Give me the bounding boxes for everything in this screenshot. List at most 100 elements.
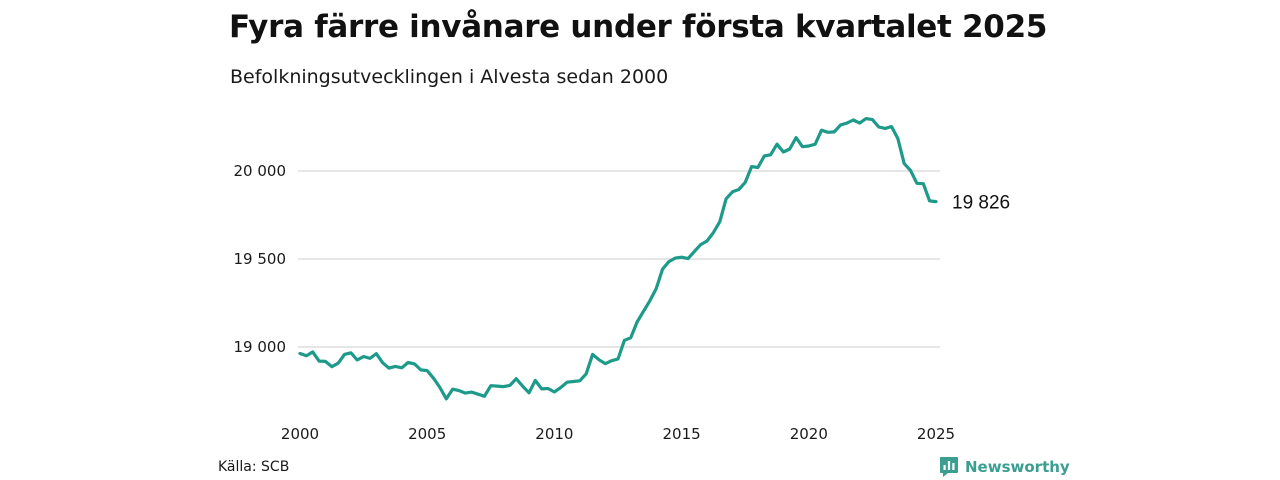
gridlines (298, 170, 940, 348)
data-point (852, 118, 855, 121)
data-point (775, 143, 778, 146)
y-tick-label: 19 000 (234, 338, 287, 356)
data-point (782, 150, 785, 153)
data-point (337, 362, 340, 365)
bar-chart-icon (939, 456, 959, 478)
y-tick-label: 19 500 (234, 250, 287, 268)
data-point (712, 231, 715, 234)
data-point (655, 287, 658, 290)
data-point (725, 197, 728, 200)
data-point (343, 353, 346, 356)
data-point (642, 310, 645, 313)
data-point (330, 365, 333, 368)
x-tick-label: 2000 (281, 425, 319, 443)
data-point (661, 268, 664, 271)
data-point (324, 360, 327, 363)
x-axis: 2000 2005 2010 2015 2020 2025 (281, 425, 955, 443)
data-point (674, 257, 677, 260)
data-point (559, 386, 562, 389)
data-point (934, 200, 937, 203)
data-point (667, 260, 670, 263)
data-point (502, 385, 505, 388)
data-point (298, 352, 301, 355)
data-point (909, 169, 912, 172)
data-point (845, 122, 848, 125)
data-point (718, 220, 721, 223)
label-layer: 19 826 (952, 193, 1010, 214)
data-point (451, 388, 454, 391)
data-point (750, 165, 753, 168)
data-point (890, 125, 893, 128)
data-point (928, 199, 931, 202)
data-point (597, 358, 600, 361)
data-point (833, 130, 836, 133)
data-point (521, 385, 524, 388)
data-point (604, 362, 607, 365)
data-point (394, 365, 397, 368)
data-point (349, 351, 352, 354)
data-point (705, 239, 708, 242)
data-point (858, 122, 861, 125)
data-point (572, 380, 575, 383)
data-point (896, 137, 899, 140)
data-point (400, 366, 403, 369)
data-point (489, 384, 492, 387)
data-point (578, 379, 581, 382)
data-point (807, 144, 810, 147)
data-point (375, 352, 378, 355)
data-point (508, 384, 511, 387)
data-point (629, 336, 632, 339)
data-point (903, 162, 906, 165)
data-point (795, 136, 798, 139)
newsworthy-logo[interactable]: Newsworthy (939, 456, 1070, 478)
source-note: Källa: SCB (218, 459, 290, 475)
x-tick-label: 2005 (408, 425, 446, 443)
data-point (381, 361, 384, 364)
data-point (922, 182, 925, 185)
data-point (686, 257, 689, 260)
data-point (737, 188, 740, 191)
data-point (413, 362, 416, 365)
y-axis: 19 000 19 500 20 000 (234, 162, 287, 356)
data-point (311, 350, 314, 353)
data-point (540, 387, 543, 390)
data-point (915, 182, 918, 185)
data-point (362, 355, 365, 358)
y-tick-label: 20 000 (234, 162, 287, 180)
data-point (623, 339, 626, 342)
data-point (814, 143, 817, 146)
data-point (546, 387, 549, 390)
data-point (839, 123, 842, 126)
data-point (871, 118, 874, 121)
data-point (419, 368, 422, 371)
data-point (877, 125, 880, 128)
data-point (438, 386, 441, 389)
data-point (610, 359, 613, 362)
data-point (515, 377, 518, 380)
x-tick-label: 2015 (663, 425, 701, 443)
data-point (731, 190, 734, 193)
data-point (432, 377, 435, 380)
data-point (426, 369, 429, 372)
data-point (318, 360, 321, 363)
data-point (744, 181, 747, 184)
x-tick-label: 2020 (790, 425, 828, 443)
data-point (470, 391, 473, 394)
data-point (616, 357, 619, 360)
x-tick-label: 2010 (535, 425, 573, 443)
data-point (864, 117, 867, 120)
data-point (820, 129, 823, 132)
data-point (648, 299, 651, 302)
data-point (788, 147, 791, 150)
brand-name: Newsworthy (965, 458, 1070, 476)
data-point (801, 145, 804, 148)
data-point (585, 372, 588, 375)
data-point (534, 379, 537, 382)
chart-subtitle: Befolkningsutvecklingen i Alvesta sedan … (230, 66, 669, 88)
data-point (763, 154, 766, 157)
data-point (680, 256, 683, 259)
data-point (464, 392, 467, 395)
data-point (387, 367, 390, 370)
data-point (699, 243, 702, 246)
